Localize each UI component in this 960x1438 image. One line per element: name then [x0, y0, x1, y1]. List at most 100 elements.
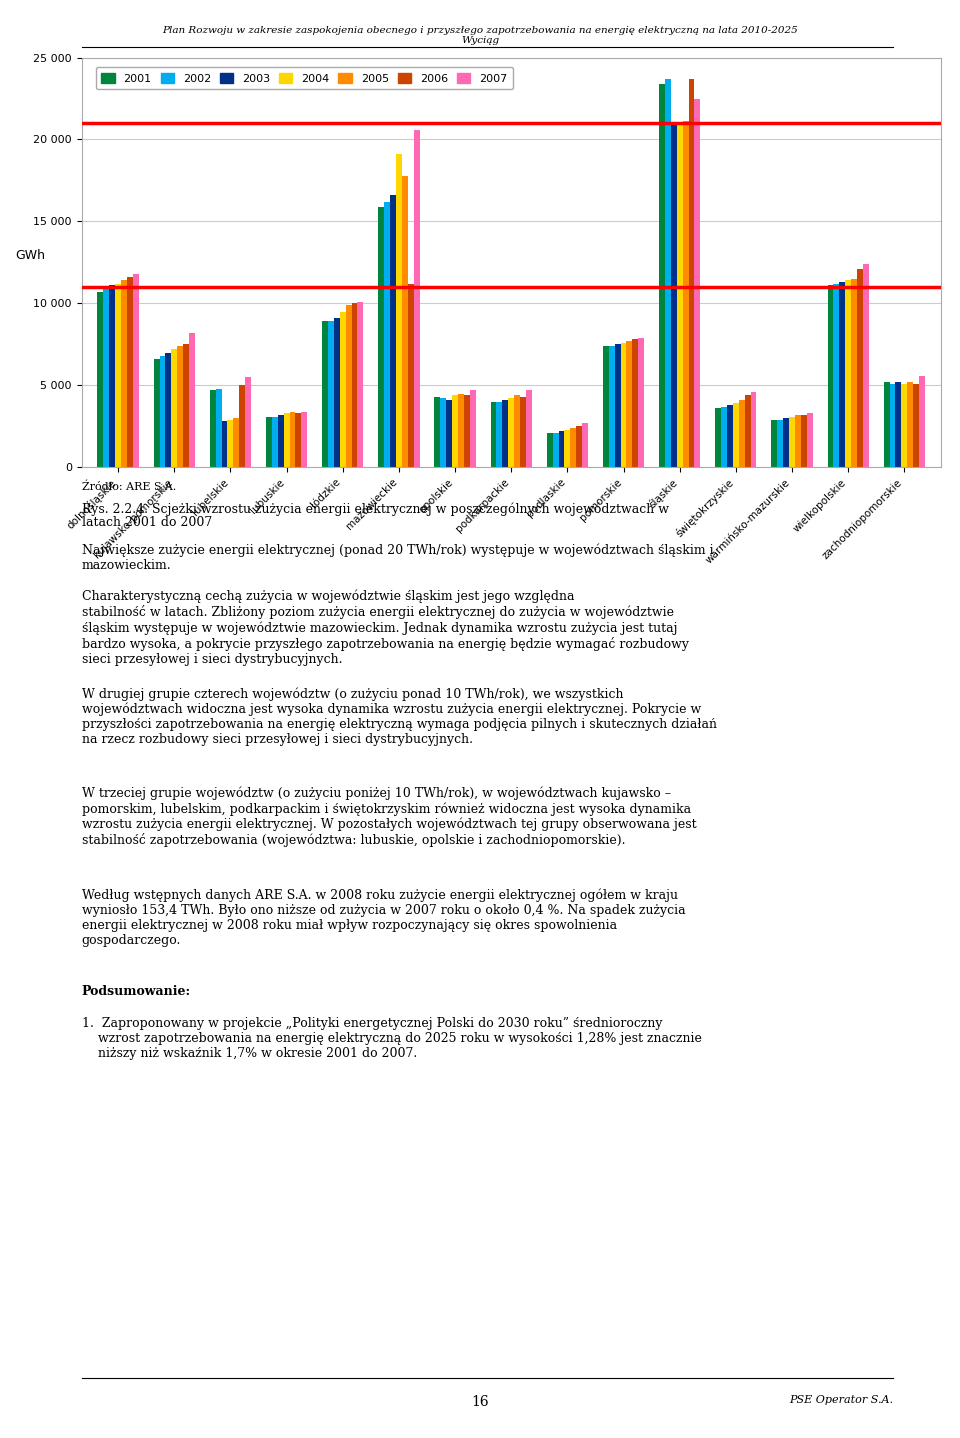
Bar	[296, 413, 301, 467]
Bar	[845, 280, 852, 467]
Bar	[159, 355, 165, 467]
Bar	[446, 400, 452, 467]
Bar	[328, 322, 334, 467]
Bar	[721, 407, 727, 467]
Bar	[402, 175, 408, 467]
Bar	[638, 338, 644, 467]
Bar	[239, 385, 245, 467]
Text: Największe zużycie energii elektrycznej (ponad 20 TWh/rok) występuje w województ: Największe zużycie energii elektrycznej …	[82, 544, 713, 557]
Legend: 2001, 2002, 2003, 2004, 2005, 2006, 2007: 2001, 2002, 2003, 2004, 2005, 2006, 2007	[96, 68, 513, 89]
Bar	[222, 421, 228, 467]
Text: W trzeciej grupie województw (o zużyciu poniżej 10 TWh/rok), w województwach kuj: W trzeciej grupie województw (o zużyciu …	[82, 787, 696, 847]
Bar	[546, 433, 553, 467]
Bar	[564, 430, 570, 467]
Bar	[801, 416, 806, 467]
Bar	[171, 349, 178, 467]
Bar	[907, 383, 913, 467]
Bar	[688, 79, 694, 467]
Bar	[559, 431, 564, 467]
Bar	[852, 279, 857, 467]
Bar	[609, 347, 614, 467]
Bar	[414, 129, 420, 467]
Text: Źródło: ARE S.A.: Źródło: ARE S.A.	[82, 482, 176, 492]
Bar	[828, 285, 833, 467]
Bar	[582, 423, 588, 467]
Bar	[833, 283, 839, 467]
Bar	[677, 124, 683, 467]
Bar	[795, 416, 801, 467]
Text: latach 2001 do 2007: latach 2001 do 2007	[82, 516, 212, 529]
Bar	[553, 433, 559, 467]
Text: Rys. 2.2.4. Ścjeżki wzrostu zużycia energii elektrycznej w poszczególnych wojewó: Rys. 2.2.4. Ścjeżki wzrostu zużycia ener…	[82, 500, 668, 516]
Bar	[408, 283, 414, 467]
Bar	[127, 278, 132, 467]
Text: W drugiej grupie czterech województw (o zużyciu ponad 10 TWh/rok), we wszystkich: W drugiej grupie czterech województw (o …	[82, 687, 716, 746]
Bar	[620, 342, 627, 467]
Text: Według wstępnych danych ARE S.A. w 2008 roku zużycie energii elektrycznej ogółem: Według wstępnych danych ARE S.A. w 2008 …	[82, 889, 685, 948]
Bar	[526, 390, 532, 467]
Bar	[301, 411, 307, 467]
Bar	[228, 420, 233, 467]
Bar	[715, 408, 721, 467]
Bar	[323, 322, 328, 467]
Bar	[340, 312, 346, 467]
Bar	[210, 390, 216, 467]
Bar	[919, 375, 924, 467]
Bar	[883, 383, 890, 467]
Bar	[435, 397, 441, 467]
Text: Podsumowanie:: Podsumowanie:	[82, 985, 191, 998]
Bar	[789, 417, 795, 467]
Bar	[396, 154, 402, 467]
Bar	[783, 418, 789, 467]
Bar	[464, 395, 469, 467]
Bar	[104, 288, 109, 467]
Bar	[603, 347, 609, 467]
Text: Wyciąg: Wyciąg	[461, 36, 499, 45]
Bar	[441, 398, 446, 467]
Text: 16: 16	[471, 1395, 489, 1409]
Text: Plan Rozwoju w zakresie zaspokojenia obecnego i przyszłego zapotrzebowania na en: Plan Rozwoju w zakresie zaspokojenia obe…	[162, 26, 798, 35]
Bar	[189, 334, 195, 467]
Bar	[154, 360, 159, 467]
Bar	[132, 273, 139, 467]
Bar	[266, 417, 272, 467]
Bar	[614, 344, 620, 467]
Bar	[778, 420, 783, 467]
Text: mazowieckim.: mazowieckim.	[82, 559, 171, 572]
Text: Charakterystyczną cechą zużycia w województwie śląskim jest jego względna
stabil: Charakterystyczną cechą zużycia w wojewó…	[82, 590, 688, 666]
Bar	[346, 305, 351, 467]
Bar	[452, 395, 458, 467]
Bar	[272, 417, 277, 467]
Text: 1.  Zaproponowany w projekcie „Polityki energetycznej Polski do 2030 roku” średn: 1. Zaproponowany w projekcie „Polityki e…	[82, 1017, 702, 1060]
Bar	[694, 98, 700, 467]
Bar	[570, 429, 576, 467]
Bar	[458, 394, 464, 467]
Bar	[771, 420, 778, 467]
Bar	[277, 416, 283, 467]
Bar	[98, 292, 104, 467]
Bar	[283, 413, 290, 467]
Text: PSE Operator S.A.: PSE Operator S.A.	[789, 1395, 893, 1405]
Bar	[491, 401, 496, 467]
Bar	[671, 125, 677, 467]
Bar	[165, 352, 171, 467]
Bar	[576, 426, 582, 467]
Bar	[732, 404, 739, 467]
Bar	[216, 388, 222, 467]
Bar	[178, 347, 183, 467]
Bar	[896, 383, 901, 467]
Bar	[508, 398, 515, 467]
Bar	[115, 283, 121, 467]
Bar	[683, 121, 688, 467]
Bar	[378, 207, 384, 467]
Bar	[627, 341, 633, 467]
Bar	[745, 395, 751, 467]
Bar	[659, 83, 665, 467]
Bar	[357, 302, 364, 467]
Bar	[520, 397, 526, 467]
Bar	[806, 413, 812, 467]
Bar	[515, 395, 520, 467]
Y-axis label: GWh: GWh	[15, 249, 45, 262]
Bar	[913, 384, 919, 467]
Bar	[496, 401, 502, 467]
